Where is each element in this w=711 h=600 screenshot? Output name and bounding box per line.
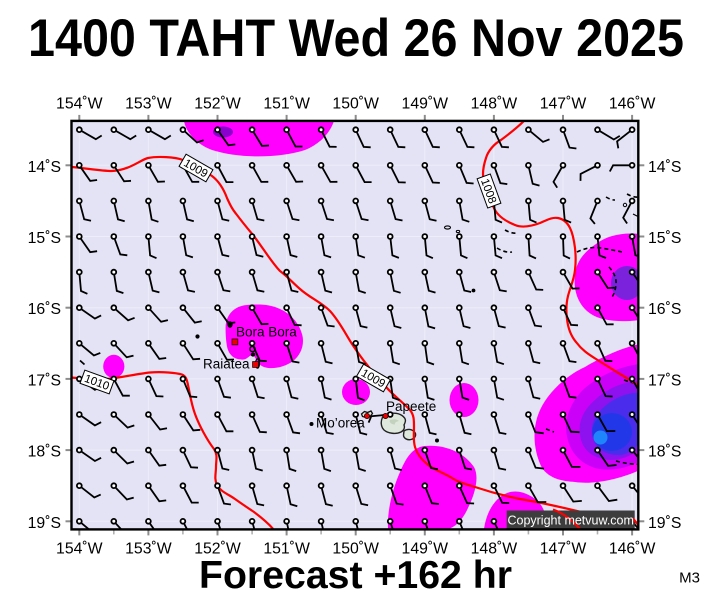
svg-text:151˚W: 151˚W (263, 541, 310, 558)
svg-text:15˚S: 15˚S (28, 230, 61, 247)
svg-text:154˚W: 154˚W (56, 96, 103, 113)
svg-text:16˚S: 16˚S (28, 301, 61, 318)
svg-text:15˚S: 15˚S (648, 230, 681, 247)
svg-text:147˚W: 147˚W (540, 541, 587, 558)
svg-text:150˚W: 150˚W (332, 96, 379, 113)
svg-text:149˚W: 149˚W (402, 541, 449, 558)
svg-text:146˚W: 146˚W (609, 96, 656, 113)
svg-text:150˚W: 150˚W (332, 541, 379, 558)
svg-text:147˚W: 147˚W (540, 96, 587, 113)
svg-text:Forecast +162 hr: Forecast +162 hr (199, 554, 512, 597)
svg-text:153˚W: 153˚W (125, 541, 172, 558)
svg-text:1400 TAHT Wed 26 Nov 2025: 1400 TAHT Wed 26 Nov 2025 (28, 9, 684, 68)
svg-text:152˚W: 152˚W (194, 96, 241, 113)
svg-text:Copyright metvuw.com: Copyright metvuw.com (507, 514, 633, 528)
svg-text:19˚S: 19˚S (648, 515, 681, 532)
svg-text:14˚S: 14˚S (28, 159, 61, 176)
svg-text:17˚S: 17˚S (648, 372, 681, 389)
svg-text:17˚S: 17˚S (28, 372, 61, 389)
svg-text:153˚W: 153˚W (125, 96, 172, 113)
svg-text:Mo’orea: Mo’orea (316, 416, 365, 431)
svg-text:148˚W: 148˚W (471, 541, 518, 558)
svg-text:18˚S: 18˚S (648, 444, 681, 461)
svg-text:M3: M3 (679, 570, 700, 587)
svg-text:16˚S: 16˚S (648, 301, 681, 318)
svg-text:152˚W: 152˚W (194, 541, 241, 558)
svg-text:Bora Bora: Bora Bora (236, 325, 297, 340)
svg-text:146˚W: 146˚W (609, 541, 656, 558)
svg-text:19˚S: 19˚S (28, 515, 61, 532)
svg-text:18˚S: 18˚S (28, 444, 61, 461)
svg-text:149˚W: 149˚W (402, 96, 449, 113)
svg-text:Papeete: Papeete (386, 399, 436, 414)
svg-text:154˚W: 154˚W (56, 541, 103, 558)
svg-text:151˚W: 151˚W (263, 96, 310, 113)
svg-text:14˚S: 14˚S (648, 159, 681, 176)
svg-text:Raiatea: Raiatea (203, 357, 250, 372)
svg-text:148˚W: 148˚W (471, 96, 518, 113)
